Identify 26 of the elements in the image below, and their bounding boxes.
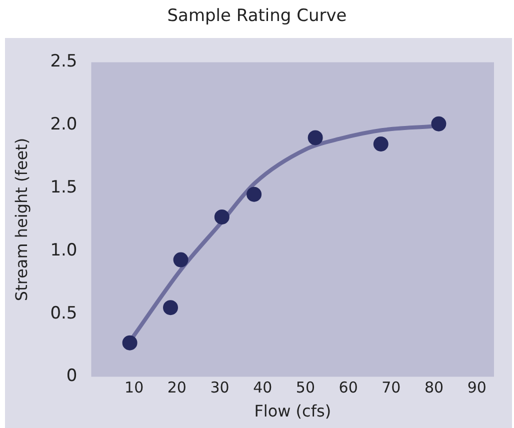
y-tick-label: 2.0	[50, 114, 78, 135]
y-tick-label: 2.5	[50, 52, 78, 72]
x-tick-label: 90	[467, 378, 486, 397]
point	[431, 116, 446, 132]
y-tick-label: 0	[66, 366, 78, 386]
chart-title: Sample Rating Curve	[166, 6, 348, 26]
point	[173, 252, 188, 268]
point	[246, 186, 262, 202]
x-tick-label: 70	[382, 378, 401, 397]
x-tick-label: 60	[338, 378, 358, 397]
x-tick-label: 50	[296, 378, 316, 397]
x-tick-label: 40	[253, 378, 272, 397]
x-tick-label: 10	[124, 378, 144, 397]
x-tick-label: 20	[167, 378, 186, 397]
point	[122, 335, 138, 350]
x-tick-label: 80	[424, 378, 444, 397]
point	[373, 136, 388, 152]
point	[163, 300, 178, 316]
point	[308, 130, 323, 146]
y-tick-label: 1.0	[50, 240, 78, 260]
y-axis-title: Stream height (feet)	[12, 138, 31, 302]
point	[214, 209, 230, 224]
y-tick-label: 1.5	[50, 177, 78, 198]
y-tick-label: 0.5	[50, 303, 78, 324]
x-axis-title: Flow (cfs)	[254, 402, 332, 421]
x-tick-label: 30	[210, 378, 230, 397]
